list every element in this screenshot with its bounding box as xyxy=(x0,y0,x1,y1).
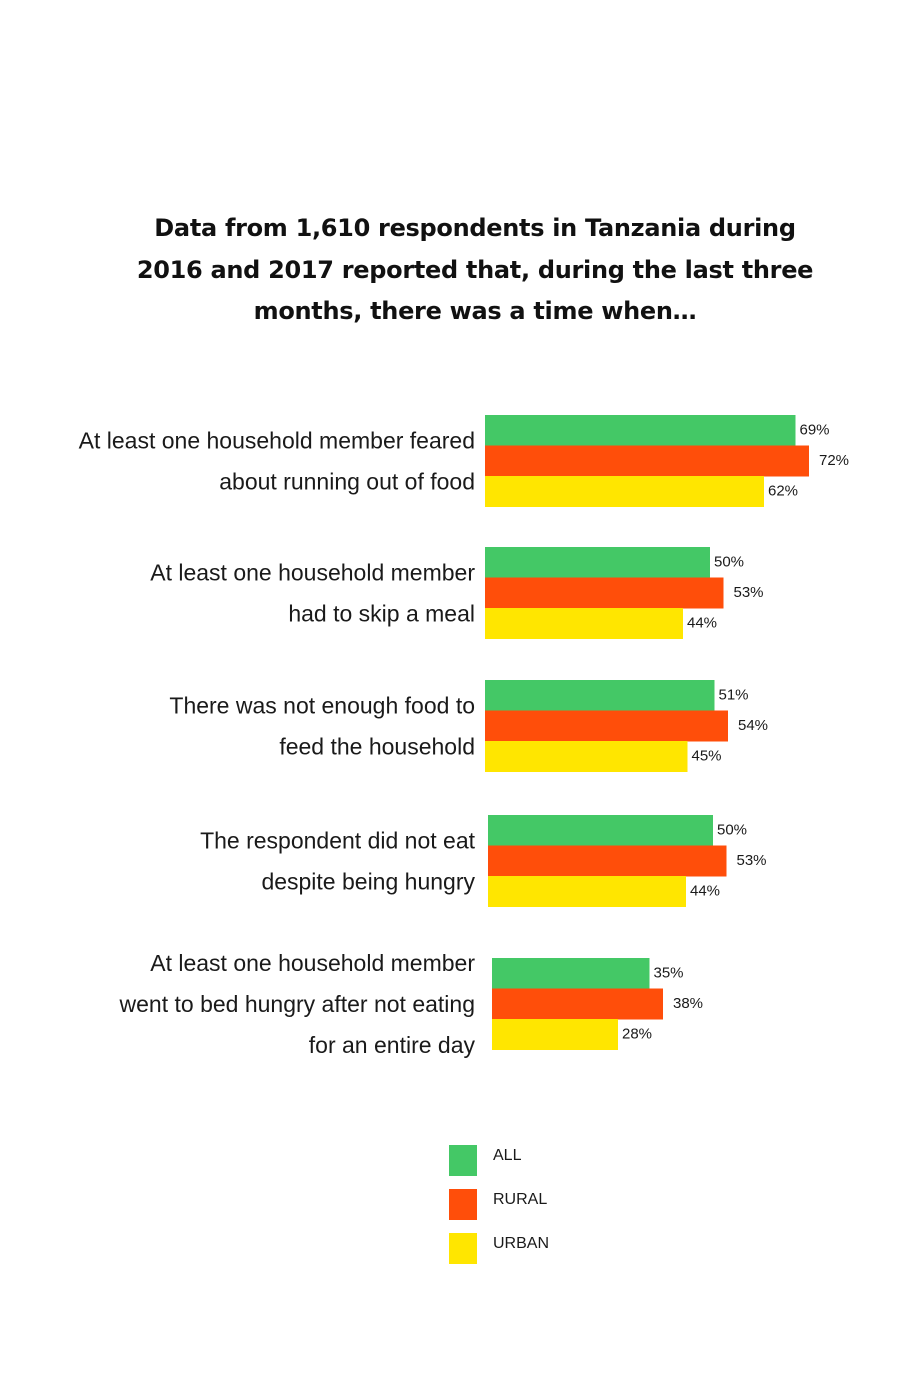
chart-title-line-1: Data from 1,610 respondents in Tanzania … xyxy=(154,214,796,242)
value-label-all-3: 51% xyxy=(719,686,749,703)
value-label-urban-1: 62% xyxy=(768,482,798,499)
chart-title: Data from 1,610 respondents in Tanzania … xyxy=(100,208,850,333)
category-label-1-line-1: At least one household member feared xyxy=(79,427,475,453)
legend-swatch-rural xyxy=(449,1189,477,1220)
value-label-all-4: 50% xyxy=(717,821,747,838)
bar-all-1 xyxy=(485,415,796,446)
bar-all-4 xyxy=(488,815,713,846)
category-label-3-line-2: feed the household xyxy=(279,733,475,759)
value-label-urban-3: 45% xyxy=(692,747,722,764)
bar-urban-4 xyxy=(488,876,686,907)
value-label-rural-4: 53% xyxy=(737,852,767,869)
bar-all-2 xyxy=(485,547,710,578)
category-label-5-line-2: went to bed hungry after not eating xyxy=(119,991,475,1017)
chart-title-line-3: months, there was a time when… xyxy=(253,297,697,325)
value-label-all-5: 35% xyxy=(654,964,684,981)
bar-urban-2 xyxy=(485,608,683,639)
bar-urban-5 xyxy=(492,1019,618,1050)
bar-urban-1 xyxy=(485,476,764,507)
value-label-rural-2: 53% xyxy=(734,584,764,601)
value-label-urban-5: 28% xyxy=(622,1025,652,1042)
bar-rural-1 xyxy=(485,445,809,477)
legend-label-urban: URBAN xyxy=(493,1235,550,1252)
value-label-urban-2: 44% xyxy=(687,614,717,631)
bar-all-5 xyxy=(492,958,650,989)
bar-all-3 xyxy=(485,680,715,711)
value-label-rural-3: 54% xyxy=(738,717,768,734)
legend-swatch-urban xyxy=(449,1233,477,1264)
legend-label-all: ALL xyxy=(493,1147,522,1164)
value-label-all-1: 69% xyxy=(800,421,830,438)
category-label-5-line-3: for an entire day xyxy=(309,1032,476,1058)
legend-swatch-all xyxy=(449,1145,477,1176)
value-label-rural-5: 38% xyxy=(673,995,703,1012)
category-label-4-line-1: The respondent did not eat xyxy=(200,827,476,853)
category-label-2-line-2: had to skip a meal xyxy=(288,600,475,626)
value-label-urban-4: 44% xyxy=(690,882,720,899)
value-label-all-2: 50% xyxy=(714,553,744,570)
category-label-4-line-2: despite being hungry xyxy=(261,868,475,894)
bar-rural-4 xyxy=(488,845,727,877)
bar-rural-2 xyxy=(485,577,724,609)
bar-rural-3 xyxy=(485,710,728,742)
category-label-5-line-1: At least one household member xyxy=(150,950,475,976)
category-label-3-line-1: There was not enough food to xyxy=(169,692,475,718)
value-label-rural-1: 72% xyxy=(819,452,849,469)
category-label-1-line-2: about running out of food xyxy=(219,468,475,494)
bar-rural-5 xyxy=(492,988,663,1020)
bar-urban-3 xyxy=(485,741,688,772)
chart-title-line-2: 2016 and 2017 reported that, during the … xyxy=(136,255,814,284)
legend-label-rural: RURAL xyxy=(493,1191,548,1208)
category-label-2-line-1: At least one household member xyxy=(150,559,475,585)
